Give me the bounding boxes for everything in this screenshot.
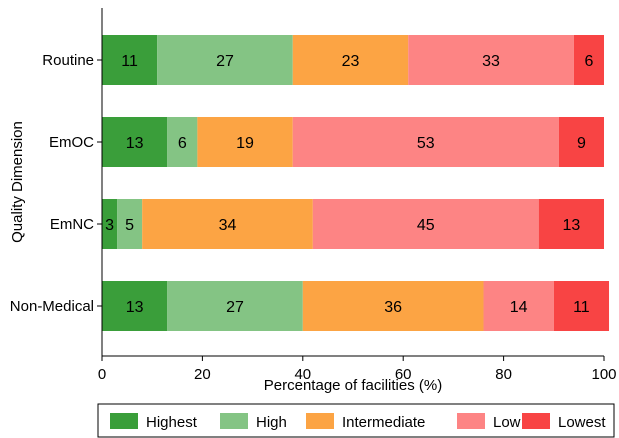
bar-value-label: 13 — [126, 299, 144, 316]
bar-value-label: 11 — [121, 53, 138, 70]
bar-value-label: 5 — [125, 217, 134, 234]
bar-value-label: 53 — [417, 135, 435, 152]
x-tick-label: 0 — [98, 366, 106, 383]
y-axis-title: Quality Dimension — [9, 121, 26, 243]
bar-segment — [538, 199, 604, 249]
bar-segment — [292, 117, 559, 167]
y-tick-label: EmNC — [50, 216, 94, 233]
bar-segment — [573, 35, 604, 85]
bar-value-label: 13 — [126, 135, 144, 152]
bar-segment — [408, 35, 574, 85]
y-tick-label: Routine — [42, 52, 94, 69]
legend-swatch — [457, 413, 485, 429]
bar-segment — [302, 281, 484, 331]
bar-value-label: 45 — [417, 217, 435, 234]
bar-value-label: 9 — [577, 135, 586, 152]
axes-group — [101, 8, 604, 357]
bar-segment — [117, 199, 143, 249]
bar-segment — [102, 281, 168, 331]
bar-value-label: 13 — [562, 217, 580, 234]
bar-segment — [483, 281, 554, 331]
bar-value-label: 6 — [584, 53, 593, 70]
bars-group: 11 27 23 33 6 13 6 19 53 9 3 5 34 45 13 13 27 36 14 11 — [102, 35, 610, 331]
bar-value-label: 34 — [219, 217, 237, 234]
bar-value-label: 3 — [105, 217, 114, 234]
x-tick-label: 20 — [194, 366, 211, 383]
legend-swatch — [522, 413, 550, 429]
bar-segment — [102, 117, 168, 167]
bar-value-label: 14 — [510, 299, 528, 316]
bar-segment — [312, 199, 539, 249]
legend: Highest High Intermediate Low Lowest — [97, 403, 615, 438]
bar-segment — [102, 199, 118, 249]
bar-segment — [558, 117, 604, 167]
y-ticks-group: Routine EmOC EmNC Non-Medical — [10, 52, 102, 315]
bar-value-label: 19 — [236, 135, 254, 152]
bar-segment — [142, 199, 313, 249]
y-tick-label: EmOC — [49, 134, 94, 151]
bar-segment — [102, 35, 158, 85]
legend-label: High — [256, 414, 287, 431]
legend-swatch — [306, 413, 334, 429]
legend-label: Lowest — [558, 414, 606, 431]
bar-segment — [167, 281, 303, 331]
bar-segment — [157, 35, 293, 85]
legend-label: Low — [493, 414, 521, 431]
bar-value-label: 33 — [482, 53, 500, 70]
bar-value-label: 23 — [342, 53, 360, 70]
bar-segment — [553, 281, 610, 331]
bar-segment — [197, 117, 293, 167]
bar-value-label: 36 — [384, 299, 402, 316]
bar-value-label: 6 — [178, 135, 187, 152]
x-tick-label: 80 — [495, 366, 512, 383]
legend-label: Highest — [146, 414, 198, 431]
bar-value-label: 27 — [216, 53, 234, 70]
y-tick-label: Non-Medical — [10, 298, 94, 315]
x-axis-title: Percentage of facilities (%) — [264, 377, 442, 394]
x-tick-label: 60 — [395, 366, 412, 383]
x-ticks-group: 0 20 40 60 80 100 — [98, 356, 617, 383]
x-tick-label: 100 — [591, 366, 616, 383]
bar-segment — [292, 35, 409, 85]
bar-value-label: 27 — [226, 299, 244, 316]
x-tick-label: 40 — [294, 366, 311, 383]
legend-swatch — [110, 413, 138, 429]
legend-swatch — [220, 413, 248, 429]
legend-label: Intermediate — [342, 414, 425, 431]
bar-segment — [167, 117, 198, 167]
bar-value-label: 11 — [573, 299, 590, 316]
